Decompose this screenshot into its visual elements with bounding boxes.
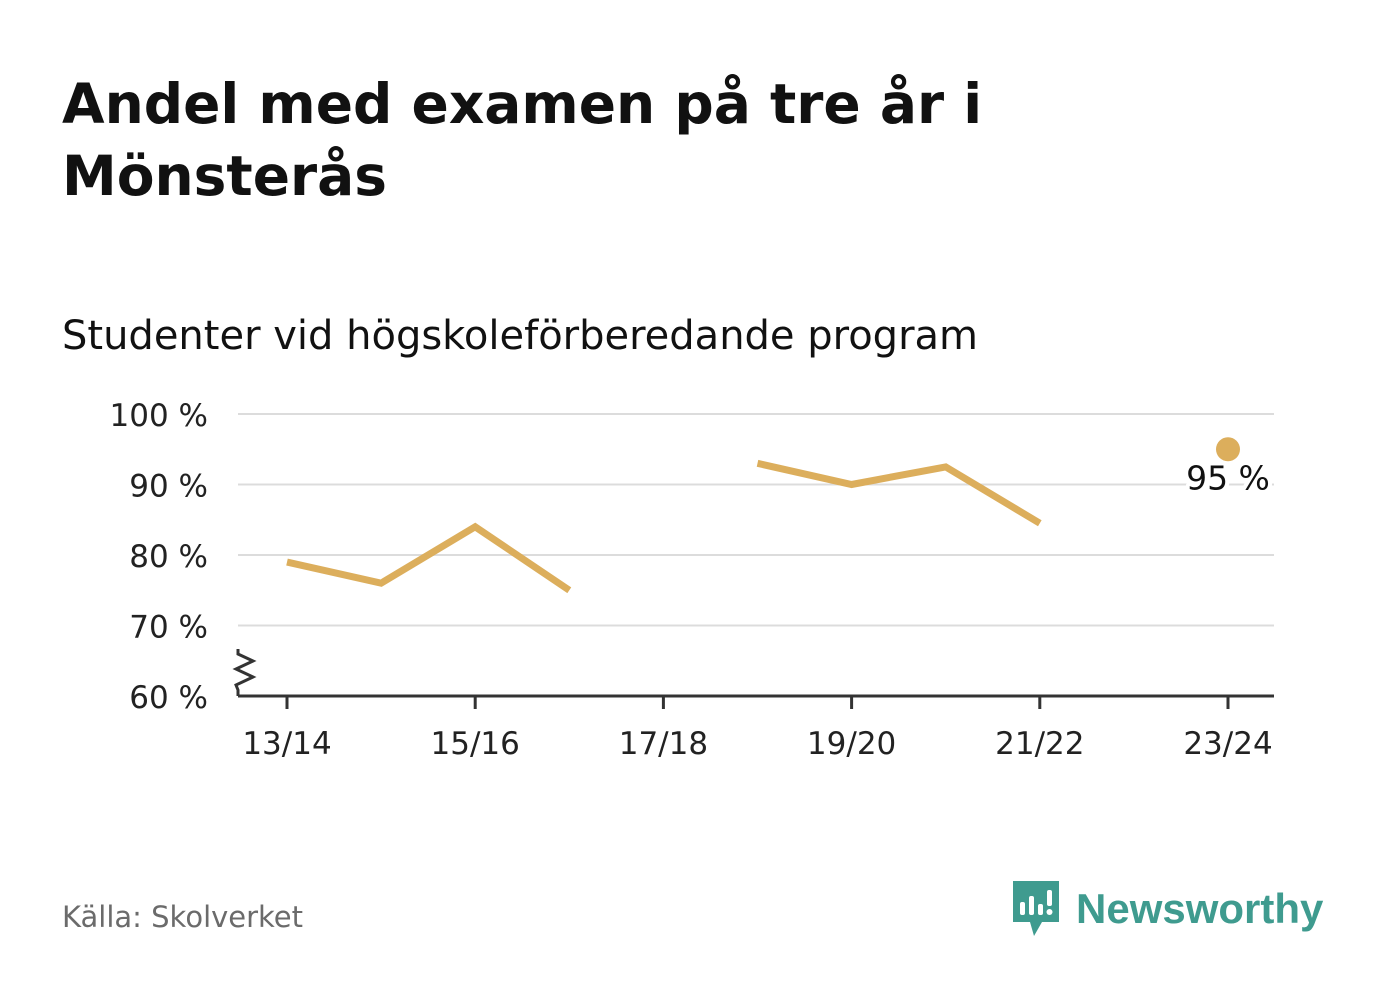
series-line bbox=[756, 459, 1042, 527]
x-axis-tick-labels: 13/14 15/16 17/18 19/20 21/22 23/24 bbox=[242, 726, 1272, 762]
source-note: Källa: Skolverket bbox=[62, 900, 304, 934]
series-lines bbox=[286, 437, 1240, 594]
annotations: 95 % bbox=[1182, 454, 1274, 501]
x-tick-label: 23/24 bbox=[1183, 726, 1272, 762]
data-point bbox=[1216, 437, 1240, 462]
y-tick-label: 80 % bbox=[129, 539, 208, 575]
x-tick-label: 17/18 bbox=[619, 726, 708, 762]
y-tick-label: 60 % bbox=[129, 680, 208, 716]
y-tick-label: 100 % bbox=[110, 398, 208, 434]
series-line bbox=[286, 522, 572, 594]
x-tick-label: 19/20 bbox=[807, 726, 896, 762]
gridlines bbox=[238, 413, 1274, 627]
x-axis bbox=[232, 649, 1274, 709]
value-label: 95 % bbox=[1186, 458, 1270, 497]
y-tick-label: 70 % bbox=[129, 610, 208, 646]
chart-title: Andel med examen på tre år i Mönsterås bbox=[62, 72, 983, 208]
x-tick-label: 15/16 bbox=[431, 726, 520, 762]
chart-subtitle: Studenter vid högskoleförberedande progr… bbox=[62, 313, 978, 359]
y-tick-label: 90 % bbox=[129, 469, 208, 505]
brand-name: Newsworthy bbox=[1076, 885, 1324, 932]
y-axis-break-icon bbox=[232, 649, 257, 696]
x-tick-label: 21/22 bbox=[995, 726, 1084, 762]
x-tick-label: 13/14 bbox=[242, 726, 331, 762]
brand-logo: Newsworthy bbox=[1010, 878, 1323, 940]
newsworthy-logo-icon bbox=[1013, 881, 1059, 936]
y-axis-tick-labels: 60 % 70 % 80 % 90 % 100 % bbox=[110, 398, 208, 716]
